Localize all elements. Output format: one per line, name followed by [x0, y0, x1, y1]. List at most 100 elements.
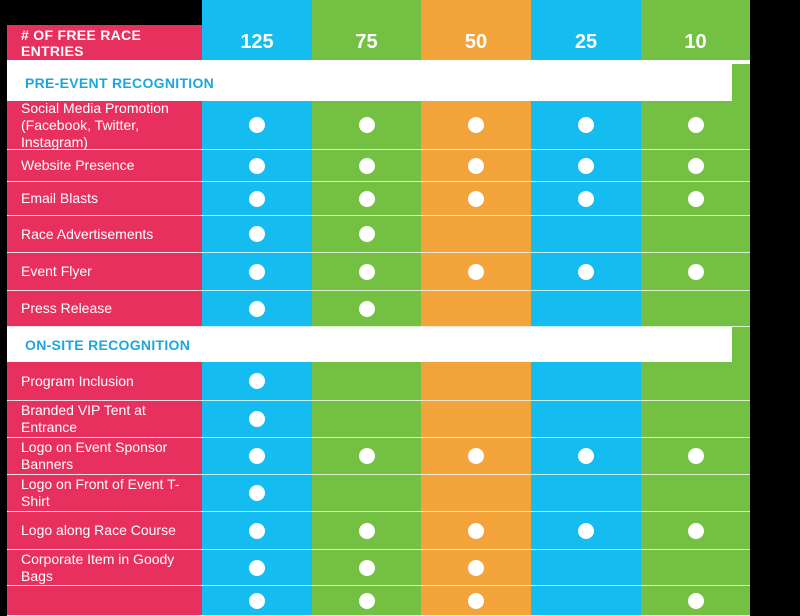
tier-cell — [421, 216, 531, 253]
included-dot-icon — [468, 157, 484, 174]
tier-cell — [421, 550, 531, 586]
benefit-label: Logo along Race Course — [7, 512, 202, 550]
tier-header-50: 50 — [421, 6, 531, 64]
tier-cell — [531, 362, 641, 401]
included-dot-icon — [358, 592, 375, 609]
section-title: PRE-EVENT RECOGNITION — [7, 64, 732, 101]
tier-cell — [641, 291, 750, 327]
tier-cell — [641, 150, 750, 182]
tier-column-cap — [421, 0, 531, 6]
benefit-label: Logo on Front of Event T-Shirt — [7, 475, 202, 512]
included-dot-icon — [578, 522, 594, 539]
included-dot-icon — [578, 157, 594, 174]
tier-cell — [421, 253, 531, 291]
included-dot-icon — [249, 300, 265, 317]
included-dot-icon — [468, 559, 484, 576]
tier-column-cap — [531, 0, 641, 6]
tier-cell — [531, 182, 641, 216]
header-label: # OF FREE RACE ENTRIES — [7, 25, 202, 64]
included-dot-icon — [249, 157, 265, 174]
included-dot-icon — [358, 559, 375, 576]
tier-cell — [202, 586, 312, 616]
tier-cell — [202, 253, 312, 291]
benefit-label: Email Blasts — [7, 182, 202, 216]
included-dot-icon — [249, 448, 265, 464]
included-dot-icon — [687, 592, 704, 609]
included-dot-icon — [249, 559, 265, 576]
tier-cell — [421, 586, 531, 616]
tier-cell — [202, 475, 312, 512]
included-dot-icon — [578, 190, 594, 207]
benefit-label: Social Media Promotion (Facebook, Twitte… — [7, 100, 202, 150]
tier-cell — [312, 101, 421, 150]
included-dot-icon — [249, 117, 265, 133]
tier-header-10: 10 — [641, 6, 750, 64]
tier-cell — [641, 586, 750, 616]
benefit-label: Logo on Event Sponsor Banners — [7, 438, 202, 475]
tier-cell — [641, 475, 750, 512]
included-dot-icon — [249, 226, 265, 242]
tier-cell — [312, 401, 421, 438]
tier-cell — [421, 101, 531, 150]
included-dot-icon — [358, 226, 375, 242]
sponsorship-benefits-table: # OF FREE RACE ENTRIES 125 75 50 25 10 PRE-EVE… — [7, 0, 750, 616]
included-dot-icon — [687, 522, 704, 539]
tier-cell — [202, 512, 312, 550]
included-dot-icon — [249, 485, 265, 501]
tier-cell — [641, 401, 750, 438]
tier-header-25: 25 — [531, 6, 641, 64]
included-dot-icon — [578, 117, 594, 133]
included-dot-icon — [358, 157, 375, 174]
tier-cell — [421, 475, 531, 512]
tier-cell — [531, 253, 641, 291]
tier-cell — [421, 438, 531, 475]
included-dot-icon — [687, 190, 704, 207]
tier-cell — [531, 512, 641, 550]
tier-cell — [421, 362, 531, 401]
tier-cell — [202, 150, 312, 182]
tier-cell — [312, 475, 421, 512]
tier-cell — [531, 291, 641, 327]
tier-cell — [312, 216, 421, 253]
included-dot-icon — [687, 263, 704, 280]
included-dot-icon — [578, 263, 594, 280]
tier-header-75: 75 — [312, 6, 421, 64]
included-dot-icon — [468, 522, 484, 539]
tier-cell — [641, 101, 750, 150]
included-dot-icon — [358, 263, 375, 280]
tier-cell — [312, 586, 421, 616]
tier-cell — [531, 550, 641, 586]
tier-cell — [202, 401, 312, 438]
tier-cell — [202, 550, 312, 586]
included-dot-icon — [687, 157, 704, 174]
tier-cell — [421, 512, 531, 550]
tier-cell — [202, 182, 312, 216]
tier-cell — [641, 512, 750, 550]
tier-cell — [421, 291, 531, 327]
benefit-label: Press Release — [7, 291, 202, 327]
tier-cell — [531, 216, 641, 253]
included-dot-icon — [249, 373, 265, 389]
tier-column-cap — [641, 0, 750, 6]
tier-cell — [312, 150, 421, 182]
tier-cell — [312, 512, 421, 550]
benefit-label: Corporate Item in Goody Bags — [7, 550, 202, 586]
tier-cell — [641, 216, 750, 253]
included-dot-icon — [249, 190, 265, 207]
included-dot-icon — [249, 411, 265, 427]
tier-cell — [531, 101, 641, 150]
tier-cell — [202, 438, 312, 475]
tier-cell — [421, 182, 531, 216]
tier-cell — [312, 550, 421, 586]
included-dot-icon — [468, 448, 484, 464]
tier-cell — [421, 401, 531, 438]
included-dot-icon — [468, 592, 484, 609]
tier-cell — [641, 550, 750, 586]
included-dot-icon — [687, 117, 704, 133]
included-dot-icon — [358, 448, 375, 464]
included-dot-icon — [468, 263, 484, 280]
included-dot-icon — [468, 117, 484, 133]
benefit-label: Event Flyer — [7, 253, 202, 291]
benefit-label: Website Presence — [7, 150, 202, 182]
benefit-label — [7, 586, 202, 616]
